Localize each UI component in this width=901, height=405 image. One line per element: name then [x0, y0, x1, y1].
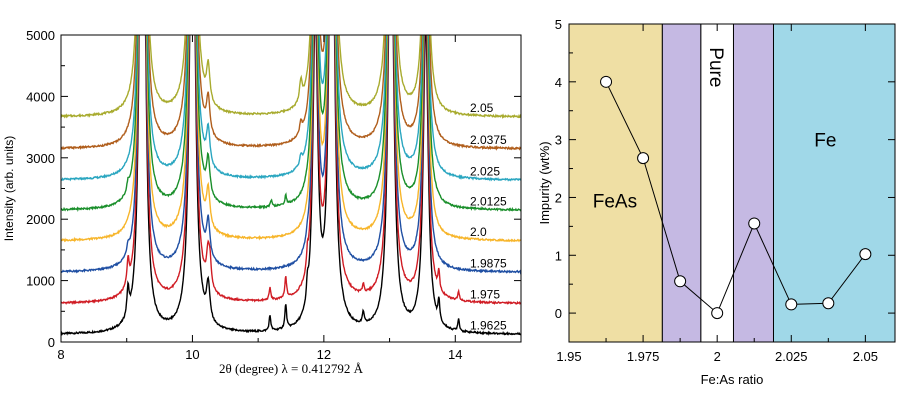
impurity-region-label: Pure [705, 47, 726, 87]
impurity-y-tick-label: 5 [555, 17, 562, 32]
impurity-plot-frame [568, 23, 896, 343]
impurity-region [732, 23, 774, 343]
xrd-trace-1.975 [61, 35, 521, 305]
xrd-trace-label: 1.9625 [470, 318, 507, 332]
xrd-y-tick-label: 3000 [26, 151, 55, 166]
impurity-line [605, 81, 866, 314]
impurity-point [785, 298, 798, 311]
impurity-y-tick-label: 0 [555, 306, 562, 321]
impurity-x-tick-label: 1.975 [627, 349, 660, 364]
impurity-regions [568, 23, 896, 343]
xrd-x-tick-label: 12 [317, 347, 331, 362]
xrd-traces [61, 35, 521, 336]
impurity-point [822, 297, 835, 310]
impurity-point [600, 75, 613, 88]
impurity-y-tick-label: 4 [555, 75, 562, 90]
xrd-trace-label: 1.975 [470, 288, 500, 302]
xrd-trace-label: 2.0375 [470, 133, 507, 147]
xrd-y-tick-label: 4000 [26, 89, 55, 104]
xrd-x-axis-label: 2θ (degree) λ = 0.412792 Å [219, 361, 364, 376]
impurity-point [748, 217, 761, 230]
impurity-region-label: FeAs [593, 191, 637, 212]
impurity-x-tick-label: 1.95 [556, 349, 581, 364]
xrd-trace-labels: 1.9625 1.975 1.9875 2.0 2.0125 2.025 2.0375 2.0… [470, 101, 507, 332]
impurity-x-tick-label: 2.05 [853, 349, 878, 364]
impurity-point [637, 152, 650, 165]
impurity-point [674, 275, 687, 288]
xrd-trace-2.0 [61, 35, 521, 243]
xrd-y-axis-label: Intensity (arb. units) [2, 136, 16, 241]
xrd-x-tick-label: 10 [185, 347, 199, 362]
xrd-trace-2.0375 [61, 35, 521, 151]
xrd-plot-frame [60, 34, 522, 343]
impurity-region [568, 23, 663, 343]
impurity-region [661, 23, 702, 343]
xrd-y-tick-label: 1000 [26, 274, 55, 289]
impurity-x-axis-label: Fe:As ratio [701, 372, 764, 387]
xrd-trace-2.025 [61, 35, 521, 182]
impurity-region-label: Fe [814, 131, 836, 152]
xrd-trace-2.05 [61, 35, 521, 120]
xrd-y-tick-label: 5000 [26, 28, 55, 43]
xrd-x-tick-label: 14 [448, 347, 462, 362]
impurity-x-tick-label: 2 [714, 349, 721, 364]
xrd-trace-2.0125 [61, 35, 521, 213]
impurity-y-tick-label: 2 [555, 190, 562, 205]
xrd-trace-label: 1.9875 [470, 256, 507, 270]
xrd-trace-label: 2.05 [470, 101, 494, 115]
xrd-trace-label: 2.0125 [470, 194, 507, 208]
xrd-axes: 8 10 12 14 0 1000 2000 3000 4000 5000 [26, 28, 522, 362]
xrd-y-tick-label: 0 [48, 335, 55, 350]
impurity-y-tick-label: 3 [555, 133, 562, 148]
xrd-trace-label: 2.025 [470, 164, 500, 178]
impurity-y-tick-label: 1 [555, 248, 562, 263]
xrd-x-tick-label: 8 [57, 347, 64, 362]
xrd-chart: 1.9625 1.975 1.9875 2.0 2.0125 2.025 2.0375 2.0… [2, 28, 522, 376]
xrd-y-tick-label: 2000 [26, 212, 55, 227]
impurity-region [772, 23, 896, 343]
impurity-region-labels: FeAs Pure Fe [593, 47, 837, 212]
impurity-chart: FeAs Pure Fe 1.95 1.975 2 2.025 2.05 0 1 2 3 4 5 Fe:… [537, 17, 896, 387]
impurity-point [859, 248, 872, 261]
impurity-x-tick-label: 2.025 [775, 349, 808, 364]
impurity-axes: 1.95 1.975 2 2.025 2.05 0 1 2 3 4 5 [555, 17, 895, 364]
xrd-trace-label: 2.0 [470, 225, 487, 239]
impurity-series [600, 75, 872, 320]
impurity-region [700, 23, 734, 343]
impurity-y-axis-label: Impurity (wt%) [537, 141, 552, 224]
impurity-point [711, 307, 724, 320]
